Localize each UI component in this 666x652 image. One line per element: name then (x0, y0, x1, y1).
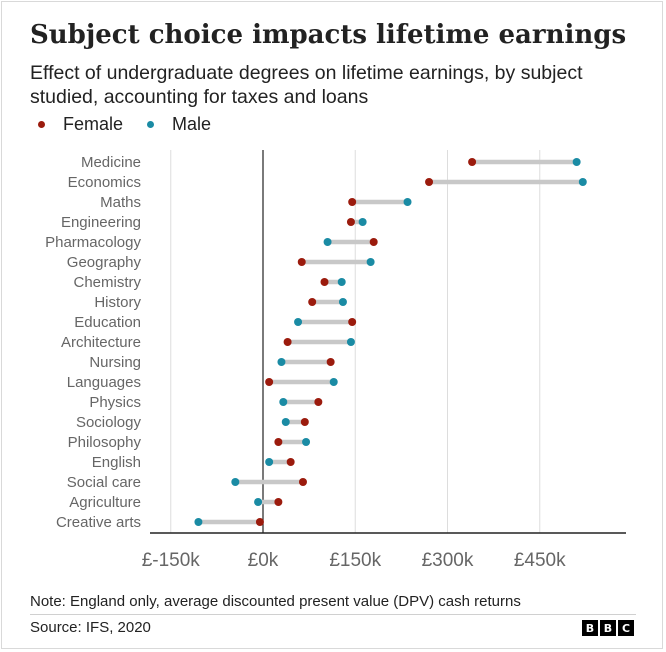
female-point (348, 198, 357, 206)
male-point (302, 438, 311, 446)
category-label: Architecture (61, 334, 141, 351)
male-point (358, 218, 367, 226)
category-label: Economics (68, 174, 141, 191)
legend-female-marker (38, 121, 45, 128)
female-point (286, 458, 295, 466)
male-point (194, 518, 203, 526)
male-point (572, 158, 581, 166)
female-point (326, 358, 335, 366)
chart-subtitle: Effect of undergraduate degrees on lifet… (30, 62, 583, 108)
female-point (425, 178, 434, 186)
x-tick-label: £150k (329, 550, 381, 571)
chart-note: Note: England only, average discounted p… (30, 593, 521, 610)
male-point (323, 238, 332, 246)
chart-source: Source: IFS, 2020 (30, 619, 151, 636)
female-point (348, 318, 357, 326)
bbc-logo-letter: B (600, 620, 616, 636)
female-point (369, 238, 378, 246)
category-label: Nursing (89, 354, 141, 371)
category-label: Languages (67, 374, 141, 391)
male-point (279, 398, 288, 406)
category-label: Engineering (61, 214, 141, 231)
bbc-logo: B B C (582, 620, 636, 636)
male-point (265, 458, 274, 466)
male-point (231, 478, 240, 486)
female-point (283, 338, 292, 346)
female-point (298, 478, 307, 486)
male-point (403, 198, 412, 206)
category-label: Chemistry (73, 274, 141, 291)
category-label: Agriculture (69, 494, 141, 511)
category-label: History (94, 294, 141, 311)
female-point (320, 278, 329, 286)
x-tick-label: £0k (248, 550, 279, 571)
male-point (338, 298, 347, 306)
category-label: Medicine (81, 154, 141, 171)
footer-divider (30, 614, 636, 615)
category-label: Maths (100, 194, 141, 211)
female-point (300, 418, 309, 426)
female-point (314, 398, 323, 406)
category-label: English (92, 454, 141, 471)
male-point (254, 498, 263, 506)
male-point (578, 178, 587, 186)
legend-female-label: Female (63, 114, 124, 134)
category-label: Social care (67, 474, 141, 491)
female-point (346, 218, 355, 226)
bbc-logo-letter: B (582, 620, 598, 636)
male-point (366, 258, 375, 266)
legend: Female Male (38, 114, 235, 135)
legend-male-marker (147, 121, 155, 128)
female-point (468, 158, 477, 166)
male-point (294, 318, 303, 326)
x-tick-label: £300k (422, 550, 474, 571)
male-point (337, 278, 346, 286)
legend-male-label: Male (172, 114, 212, 134)
female-point (297, 258, 306, 266)
category-label: Pharmacology (45, 234, 141, 251)
female-point (265, 378, 274, 386)
x-tick-label: £450k (514, 550, 566, 571)
male-point (281, 418, 290, 426)
female-point (255, 518, 264, 526)
dumbbell-chart: £-150k £0k £150k £300k £450k Medicine Economic… (45, 150, 626, 571)
category-label: Creative arts (56, 514, 141, 531)
x-tick-label: £-150k (142, 550, 201, 571)
category-label: Geography (67, 254, 142, 271)
male-point (346, 338, 355, 346)
female-point (308, 298, 317, 306)
bbc-logo-letter: C (618, 620, 634, 636)
female-point (274, 438, 283, 446)
category-label: Philosophy (68, 434, 142, 451)
chart-title: Subject choice impacts lifetime earnings (30, 20, 627, 50)
male-point (329, 378, 338, 386)
male-point (277, 358, 286, 366)
category-label: Physics (89, 394, 141, 411)
female-point (274, 498, 283, 506)
category-label: Education (74, 314, 141, 331)
category-label: Sociology (76, 414, 142, 431)
